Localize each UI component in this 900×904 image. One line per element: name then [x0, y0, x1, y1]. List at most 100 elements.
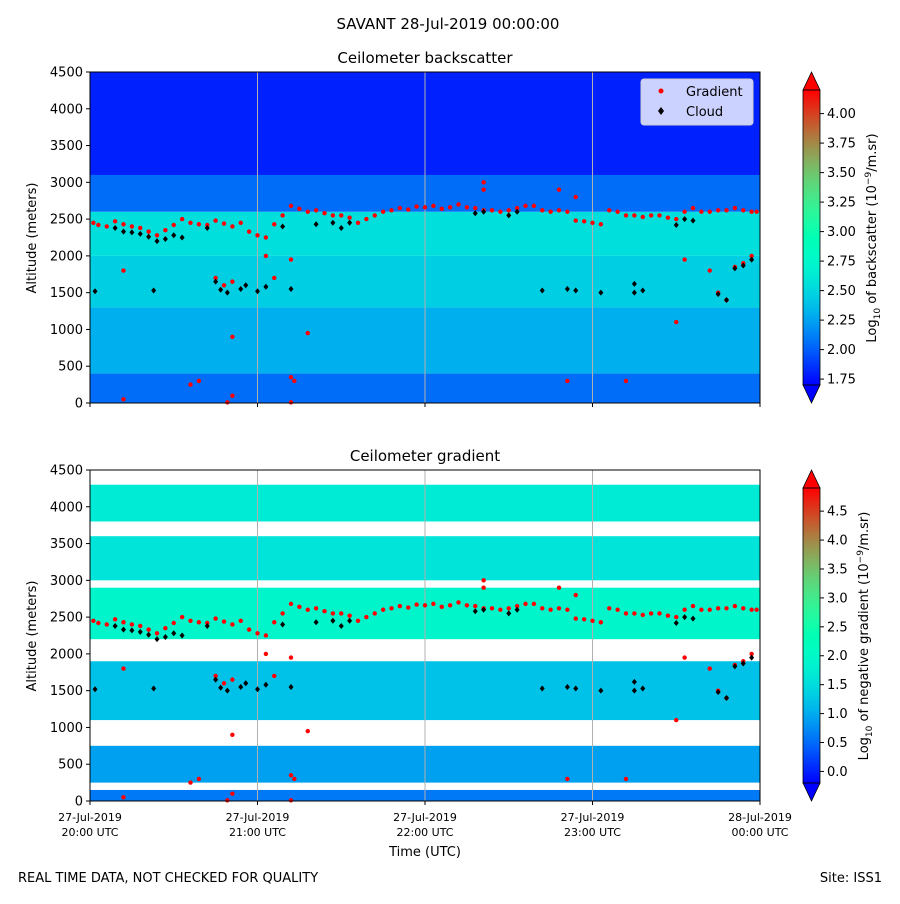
cloud-point	[288, 683, 294, 690]
gradient-point	[297, 206, 302, 212]
gradient-point	[221, 619, 227, 624]
gradient-point	[129, 224, 135, 229]
gradient-point	[188, 618, 193, 623]
cloud-point	[151, 685, 157, 692]
gradient-point	[754, 607, 759, 612]
colorbar-frame	[802, 487, 821, 784]
gradient-point	[565, 776, 570, 782]
cloud-point	[690, 217, 696, 224]
gradient-point	[640, 612, 645, 618]
cloud-point	[749, 256, 755, 263]
gradient-point	[623, 378, 629, 384]
gradient-point	[447, 603, 453, 608]
cloud-point	[255, 686, 260, 693]
cloud-point	[121, 228, 126, 235]
gradient-xlabel: Time (UTC)	[388, 845, 461, 860]
gradient-point	[682, 607, 687, 612]
y-tick-label: 4000	[50, 102, 83, 117]
gradient-point	[682, 655, 687, 660]
gradient-point	[288, 375, 294, 380]
backscatter-axes: 0 500 1000 1500 2000 2500 3000 3500 4000 4500	[50, 66, 761, 412]
colorbar-tick-label: 1.5	[827, 678, 848, 693]
y-tick-label: 500	[58, 360, 83, 375]
cloud-point	[682, 216, 688, 223]
cloud-point	[112, 622, 118, 629]
cloud-point	[280, 223, 286, 230]
gradient-point	[674, 614, 679, 620]
gradient-point	[439, 206, 444, 212]
gradient-point	[272, 275, 277, 281]
x-tick-time: 21:00 UTC	[229, 826, 286, 839]
gradient-point	[506, 606, 511, 611]
cloud-point	[179, 234, 185, 241]
gradient-point	[305, 607, 310, 612]
gradient-point	[754, 209, 759, 214]
gradient-point	[749, 209, 754, 214]
gradient-point	[288, 203, 294, 209]
gradient-point	[238, 220, 243, 225]
x-tick-date: 27-Jul-2019	[226, 811, 290, 824]
gradient-point	[615, 209, 620, 214]
cloud-point	[472, 210, 478, 217]
gradient-point	[213, 275, 218, 281]
gradient-point	[230, 732, 235, 737]
gradient-point	[263, 651, 269, 657]
legend-gradient-marker	[658, 88, 664, 94]
cloud-point	[715, 689, 721, 696]
gradient-point	[732, 205, 738, 211]
gradient-point	[272, 620, 277, 625]
cloud-point	[288, 285, 294, 292]
y-tick-label: 1500	[50, 286, 83, 301]
gradient-point	[699, 607, 704, 612]
gradient-point	[615, 607, 620, 612]
gradient-point	[364, 216, 369, 222]
gradient-point	[322, 211, 327, 216]
gradient-point	[489, 208, 495, 213]
x-tick-date: 27-Jul-2019	[561, 811, 625, 824]
cloud-point	[673, 221, 679, 228]
colorbar-tick-label: 3.25	[827, 196, 856, 211]
gradient-point	[230, 622, 235, 627]
gradient-point	[632, 213, 637, 218]
y-tick-label: 4500	[50, 66, 83, 81]
gradient-title: Ceilometer gradient	[350, 447, 500, 465]
gradient-point	[439, 604, 444, 610]
gradient-point	[355, 618, 361, 623]
gradient-colorbar-label: Log10 of negative gradient (10−9/m.sr)	[856, 512, 875, 761]
gradient-point	[573, 616, 578, 621]
cloud-point	[539, 287, 545, 294]
cloud-point	[598, 289, 604, 296]
cb1-label-b: 10	[865, 725, 875, 737]
gradient-point	[523, 601, 528, 607]
cloud-point	[514, 208, 520, 215]
y-tick-label: 3500	[50, 139, 83, 154]
cloud-point	[137, 230, 143, 237]
gradient-point	[489, 606, 495, 611]
cloud-point	[631, 289, 637, 296]
gradient-point	[389, 208, 394, 213]
gradient-point	[724, 208, 729, 213]
colorbar-tick-label: 1.75	[827, 373, 856, 388]
gradient-point	[91, 618, 96, 623]
cloud-point	[213, 278, 219, 285]
cloud-point	[732, 663, 738, 670]
backscatter-plot-area	[89, 72, 761, 403]
gradient-point	[230, 393, 235, 398]
gradient-point	[456, 202, 461, 207]
gradient-overlay	[91, 578, 759, 803]
gradient-point	[263, 235, 269, 240]
cloud-point	[137, 628, 143, 635]
gradient-point	[715, 606, 721, 611]
cloud-point	[732, 265, 738, 272]
gradient-point	[648, 611, 654, 616]
gradient-point	[389, 606, 394, 611]
colorbar-extend-max	[802, 71, 821, 91]
gradient-point	[598, 222, 604, 227]
backscatter-legend: Gradient Cloud	[640, 78, 754, 126]
gradient-point	[473, 205, 478, 211]
gradient-point	[414, 204, 419, 209]
gradient-point	[330, 611, 336, 616]
gradient-point	[238, 618, 243, 623]
cloud-point	[715, 291, 721, 298]
gradient-point	[514, 603, 520, 609]
